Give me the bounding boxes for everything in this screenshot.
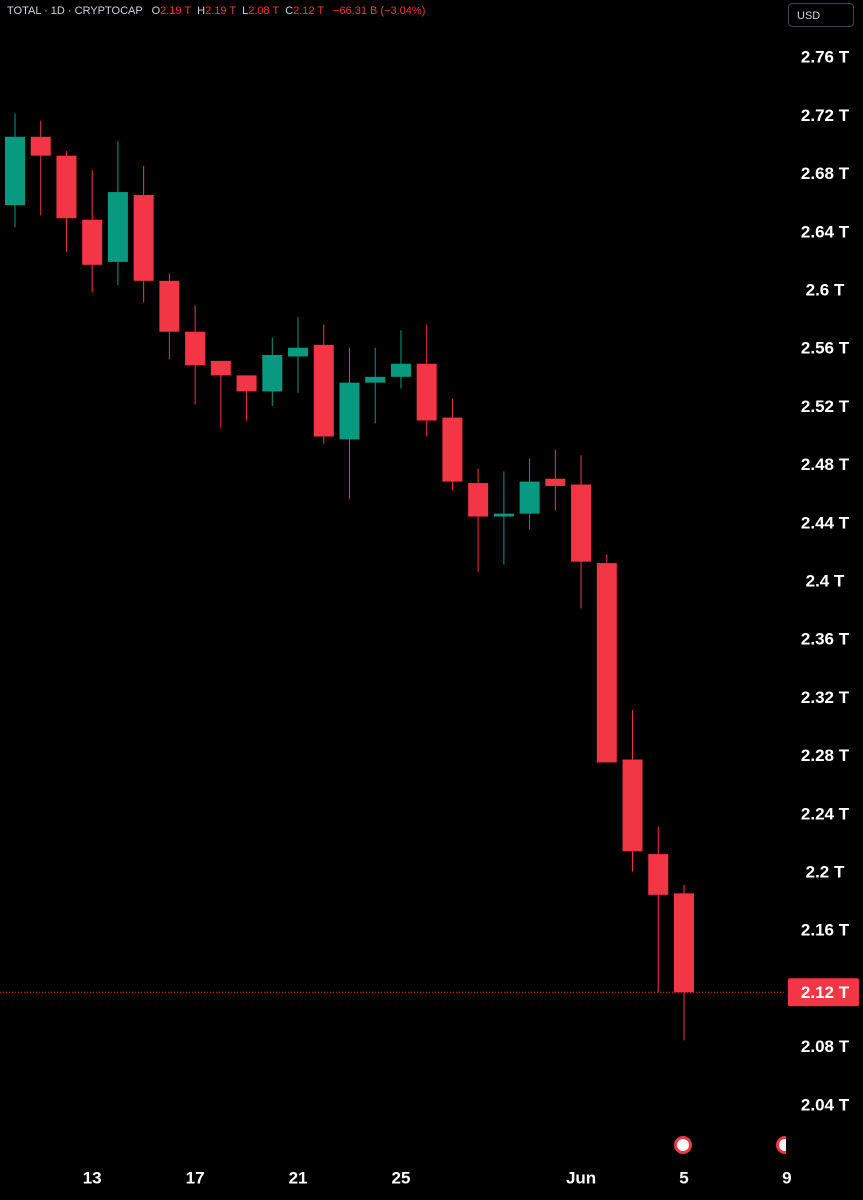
- ohlc-key: C: [285, 5, 294, 17]
- y-tick-label: 2.6 T: [806, 280, 845, 299]
- y-tick-label: 2.36 T: [801, 630, 850, 649]
- ohlc-value: 2.19 T: [160, 5, 192, 17]
- currency-button[interactable]: USD: [788, 3, 854, 27]
- y-tick-label: 2.72 T: [801, 106, 850, 125]
- candle-body: [236, 375, 257, 392]
- y-tick-label: 2.2 T: [806, 862, 845, 881]
- candle-body: [288, 347, 309, 357]
- candle-body: [339, 382, 360, 440]
- candle-body: [56, 155, 77, 219]
- y-tick-label: 2.48 T: [801, 455, 850, 474]
- candle-body: [390, 363, 411, 377]
- y-tick-label: 2.32 T: [801, 688, 850, 707]
- candle-body: [30, 136, 51, 156]
- x-tick-label: 9: [782, 1168, 791, 1187]
- candle-body: [185, 331, 206, 366]
- x-tick-label: 13: [83, 1168, 102, 1187]
- y-tick-label: 2.04 T: [801, 1095, 850, 1114]
- ohlc-key: L: [242, 5, 249, 17]
- candle-body: [673, 893, 694, 993]
- symbol: TOTAL · 1D · CRYPTOCAP: [7, 5, 143, 17]
- y-tick-label: 2.68 T: [801, 164, 850, 183]
- y-tick-label: 2.4 T: [806, 571, 845, 590]
- ohlc-key: O: [151, 5, 161, 17]
- ohlc-key: H: [197, 5, 206, 17]
- y-tick-label: 2.52 T: [801, 397, 850, 416]
- candle-body: [82, 219, 103, 265]
- ohlc-values: O2.19 T H2.19 T L2.08 T C2.12 T: [146, 5, 324, 17]
- candle-body: [416, 363, 437, 421]
- candle-body: [519, 481, 540, 514]
- y-tick-label: 2.64 T: [801, 222, 850, 241]
- y-tick-label: 2.44 T: [801, 513, 850, 532]
- x-tick-label: 5: [679, 1168, 688, 1187]
- candle-body: [313, 344, 334, 437]
- candle-body: [442, 417, 463, 482]
- y-tick-label: 2.76 T: [801, 48, 850, 67]
- candle-body: [622, 759, 643, 852]
- ohlc-value: 2.12 T: [293, 5, 324, 17]
- candle-body: [468, 483, 489, 517]
- ohlc-value: 2.19 T: [205, 5, 237, 17]
- candle-body: [571, 484, 592, 562]
- last-price-tag: [788, 978, 859, 1007]
- y-tick-label: 2.28 T: [801, 746, 850, 765]
- x-tick-label: 25: [391, 1168, 410, 1187]
- candle-body: [545, 478, 566, 486]
- candle-body: [159, 280, 180, 332]
- candle-body: [596, 563, 617, 763]
- candle-body: [262, 355, 283, 392]
- x-tick-label: 17: [186, 1168, 205, 1187]
- candle-body: [133, 194, 154, 281]
- change: −66.31 B (−3.04%): [333, 5, 426, 17]
- candle-body: [648, 854, 669, 895]
- candle-body: [5, 136, 25, 206]
- last-price-label: 2.12 T: [801, 983, 850, 1002]
- event-flag-inner: [677, 1139, 689, 1151]
- candle-body: [365, 376, 386, 383]
- candle-body: [107, 192, 128, 262]
- y-tick-label: 2.16 T: [801, 921, 850, 940]
- ohlc-value: 2.08 T: [248, 5, 280, 17]
- x-tick-label: 21: [289, 1168, 308, 1187]
- y-tick-label: 2.08 T: [801, 1037, 850, 1056]
- y-tick-label: 2.56 T: [801, 339, 850, 358]
- candle-body: [493, 513, 514, 517]
- y-tick-label: 2.24 T: [801, 804, 850, 823]
- candle-body: [210, 360, 231, 376]
- legend-header: TOTAL · 1D · CRYPTOCAP O2.19 T H2.19 T L2.…: [7, 5, 425, 17]
- x-tick-label: Jun: [566, 1168, 596, 1187]
